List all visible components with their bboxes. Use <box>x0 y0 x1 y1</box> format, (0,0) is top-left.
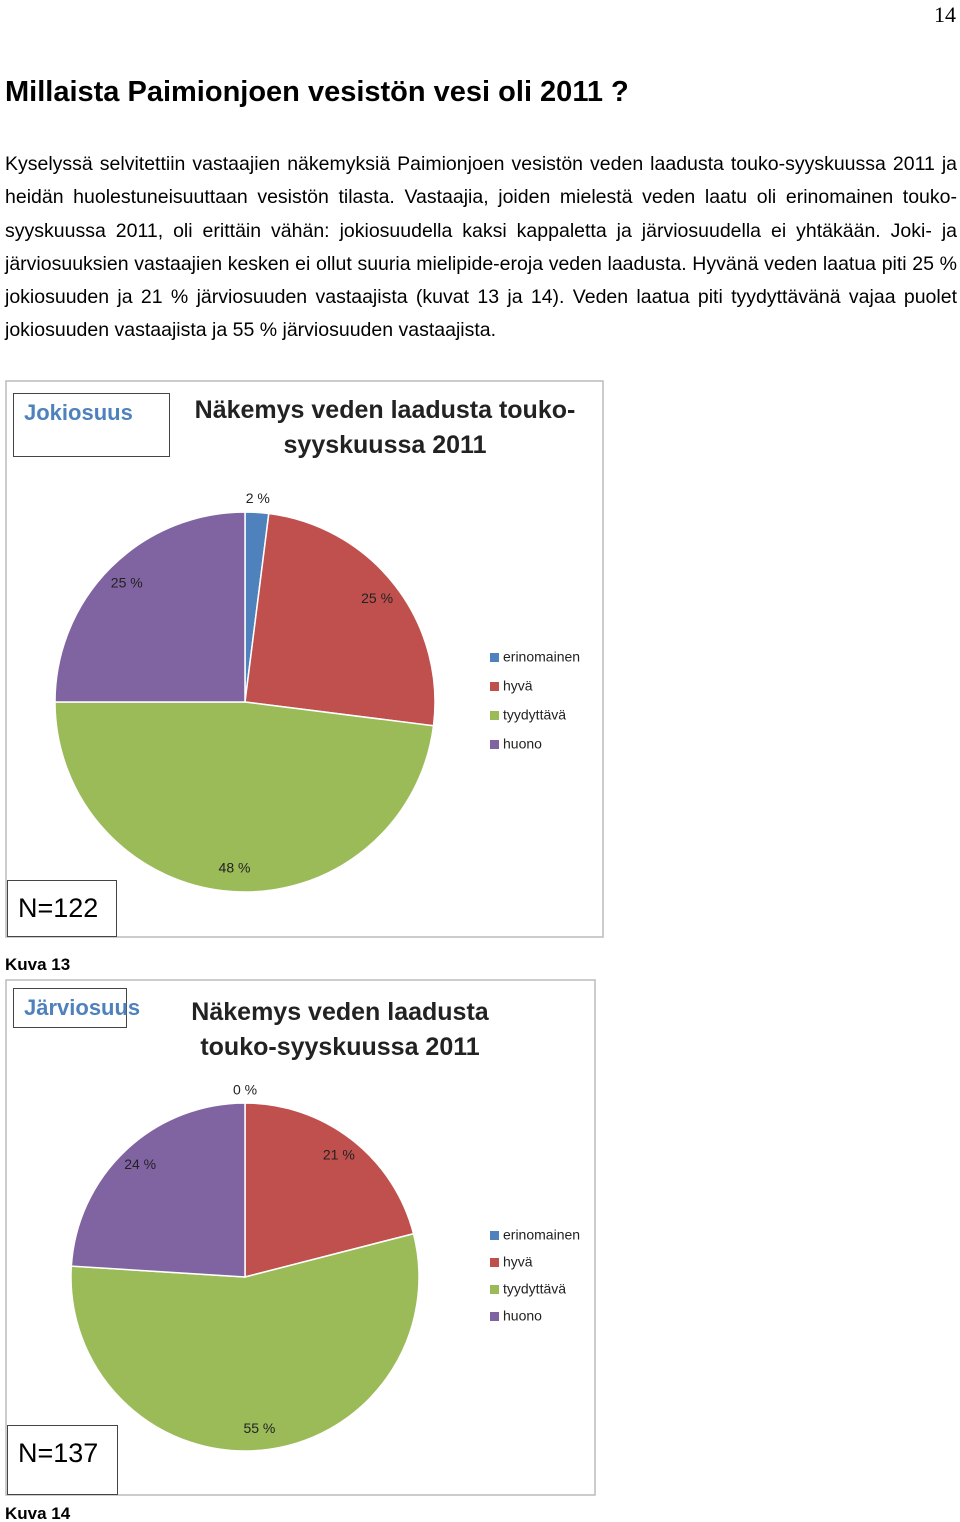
data-label: 24 % <box>124 1156 156 1172</box>
page-number: 14 <box>934 2 956 27</box>
data-label: 55 % <box>243 1420 275 1436</box>
pie-slice <box>244 512 436 727</box>
caption: Kuva 13 <box>5 955 71 974</box>
pie-slice <box>70 1102 246 1278</box>
pie-slice <box>244 1102 415 1278</box>
data-label: 25 % <box>361 590 393 606</box>
legend-swatch <box>490 711 499 720</box>
legend-label: hyvä <box>503 678 533 694</box>
pie-slice <box>70 1232 420 1452</box>
paragraph: Kyselyssä selvitettiin vastaajien näkemy… <box>5 153 957 342</box>
data-label: 21 % <box>323 1147 355 1163</box>
data-label: 25 % <box>111 574 143 590</box>
legend-label: hyvä <box>503 1254 533 1270</box>
legend-label: tyydyttävä <box>503 707 566 723</box>
chart-title: Näkemys veden laadusta touko-syyskuussa … <box>194 396 576 459</box>
n-label: N=137 <box>7 1425 118 1495</box>
legend-label: huono <box>503 736 542 752</box>
legend-label: tyydyttävä <box>503 1281 566 1297</box>
legend-label: erinomainen <box>503 1227 580 1243</box>
data-label: 48 % <box>219 860 251 876</box>
data-label: 2 % <box>246 490 270 506</box>
legend-swatch <box>490 1285 499 1294</box>
heading: Millaista Paimionjoen vesistön vesi oli … <box>5 76 629 108</box>
chart-title: Näkemys veden laadusta touko-syyskuussa … <box>191 998 489 1061</box>
legend-swatch <box>490 1231 499 1240</box>
legend-swatch <box>490 682 499 691</box>
legend-label: erinomainen <box>503 649 580 665</box>
data-label: 0 % <box>233 1082 257 1098</box>
pie-slice <box>54 701 435 893</box>
caption: Kuva 14 <box>5 1504 71 1522</box>
box-label: Järviosuus <box>13 988 140 1028</box>
legend-swatch <box>490 1312 499 1321</box>
pie-slice <box>54 511 246 703</box>
legend-label: huono <box>503 1308 542 1324</box>
n-label: N=122 <box>7 880 117 937</box>
box-label: Jokiosuus <box>13 393 170 457</box>
legend-swatch <box>490 1258 499 1267</box>
legend-swatch <box>490 740 499 749</box>
legend-swatch <box>490 653 499 662</box>
